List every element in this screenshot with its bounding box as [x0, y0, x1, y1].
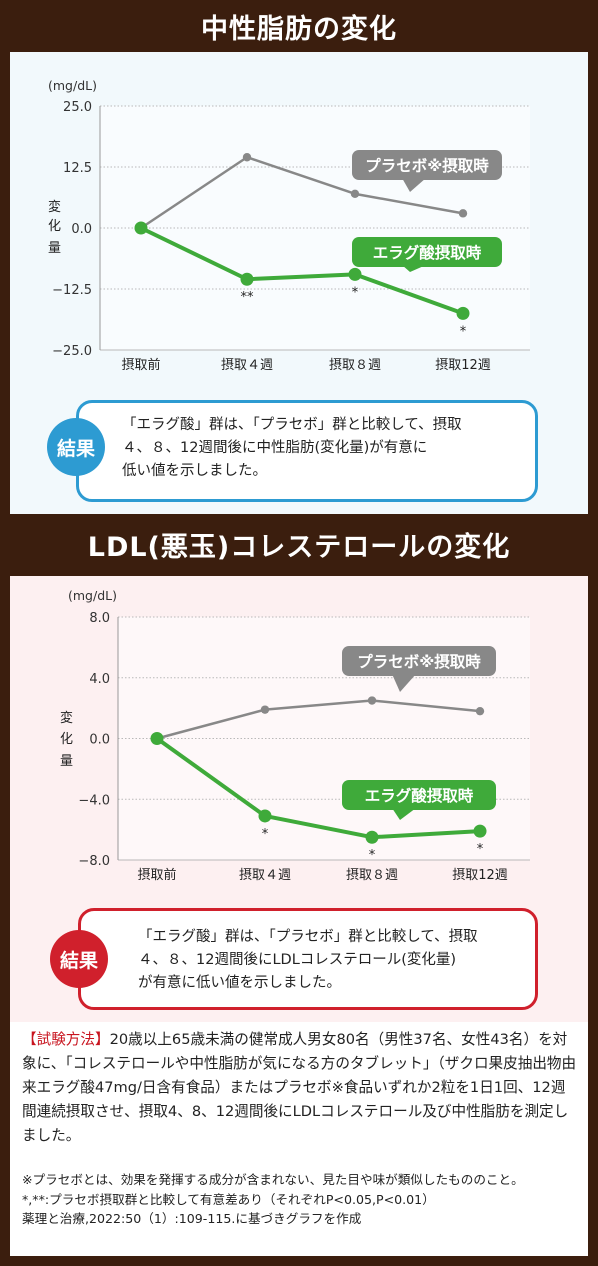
y-tick-label: 12.5 [63, 161, 92, 176]
placebo-callout-tail [402, 178, 426, 192]
x-tick-label: 摂取12週 [452, 867, 508, 883]
y-tick-label: −25.0 [52, 344, 92, 359]
test-method-text: 20歳以上65歳未満の健常成人男女80名（男性37名、女性43名）を対象に、「コ… [22, 1031, 577, 1144]
ldl-result-box [78, 908, 538, 1010]
placebo-point [242, 153, 252, 162]
ellagic-acid-point [150, 732, 164, 745]
placebo-callout [342, 646, 496, 676]
significance-mark: * [460, 324, 467, 339]
y-axis-label-char: 化 [48, 219, 61, 234]
y-tick-label: 4.0 [89, 672, 110, 687]
y-tick-label: 0.0 [89, 733, 110, 748]
ellagic-acid-legend-label: エラグ酸摂取時 [365, 786, 474, 805]
footnote: 薬理と治療,2022:50（1）:109-115.に基づきグラフを作成 [22, 1211, 362, 1226]
ldl-result-text: 「エラグ酸」群は、「プラセボ」群と比較して、摂取 ４、８、12週間後にLDLコレ… [138, 929, 478, 991]
ellagic-acid-point [456, 306, 470, 320]
x-tick-label: 摂取４週 [239, 867, 291, 883]
y-tick-label: 25.0 [63, 100, 92, 115]
x-tick-label: 摂取８週 [329, 357, 381, 373]
ellagic-acid-line [155, 736, 481, 840]
ellagic-acid-point [258, 809, 272, 823]
x-tick-label: 摂取12週 [435, 357, 491, 373]
y-axis-label-char: 化 [60, 732, 73, 747]
placebo-point [367, 696, 377, 705]
y-tick-label: 8.0 [89, 611, 110, 626]
test-method-tag: 【試験方法】 [22, 1031, 110, 1048]
x-tick-label: 摂取前 [137, 867, 176, 883]
footnotes: ※プラセボとは、効果を発揮する成分が含まれない、見た目や味が類似したもののこと。… [22, 1170, 582, 1229]
footnote: *,**:プラセボ摂取群と比較して有意差あり（それぞれP<0.05,P<0.01… [22, 1191, 435, 1207]
y-unit-label: (mg/dL) [68, 588, 117, 603]
triglyceride-result-text: 「エラグ酸」群は、「プラセボ」群と比較して、摂取 ４、８、12週間後に中性脂肪(… [122, 417, 462, 479]
test-method: 【試験方法】20歳以上65歳未満の健常成人男女80名（男性37名、女性43名）を… [22, 1028, 578, 1148]
significance-mark: * [262, 827, 269, 842]
x-tick-label: 摂取４週 [221, 357, 273, 373]
placebo-line [140, 155, 464, 230]
y-axis-label-char: 変 [60, 710, 73, 726]
result-badge: 結果 [47, 418, 105, 476]
placebo-callout [352, 150, 502, 180]
ellagic-acid-point [348, 267, 362, 281]
y-unit-label: (mg/dL) [48, 78, 97, 93]
placebo-point [458, 209, 468, 218]
placebo-callout-tail [392, 674, 416, 692]
y-tick-label: −4.0 [78, 793, 110, 808]
significance-mark: * [352, 285, 359, 300]
significance-mark: ** [241, 290, 255, 305]
triglyceride-result-box [76, 400, 538, 502]
ellagic-acid-point [473, 824, 487, 838]
ellagic-acid-point [365, 830, 379, 844]
x-tick-label: 摂取前 [121, 357, 160, 373]
y-axis-label-char: 量 [60, 754, 73, 769]
ellagic-acid-legend-label: エラグ酸摂取時 [373, 243, 482, 262]
ellagic-acid-point [240, 272, 254, 286]
y-tick-label: 0.0 [71, 222, 92, 237]
placebo-point [475, 706, 485, 716]
significance-mark: * [369, 848, 376, 863]
y-tick-label: −8.0 [78, 854, 110, 869]
y-axis-label-char: 変 [48, 199, 61, 215]
ellagic-acid-point [134, 221, 148, 235]
ellagic-acid-callout-tail [392, 808, 416, 820]
bottom-chart-title: LDL(悪玉)コレステロールの変化 [87, 531, 511, 563]
result-badge: 結果 [50, 930, 108, 988]
y-axis-label-char: 量 [48, 241, 61, 256]
significance-mark: * [477, 842, 484, 857]
placebo-line [156, 699, 481, 740]
x-tick-label: 摂取８週 [346, 867, 398, 883]
y-tick-label: −12.5 [52, 283, 92, 298]
placebo-point [260, 705, 270, 714]
placebo-point [350, 189, 360, 199]
footnote: ※プラセボとは、効果を発揮する成分が含まれない、見た目や味が類似したもののこと。 [22, 1172, 524, 1187]
placebo-legend-label: プラセボ※摂取時 [365, 156, 489, 175]
ellagic-acid-callout [352, 237, 502, 267]
ellagic-acid-line [140, 226, 464, 316]
ellagic-acid-callout [342, 780, 496, 810]
method-panel [10, 1022, 588, 1256]
placebo-legend-label: プラセボ※摂取時 [357, 652, 481, 671]
top-chart-title: 中性脂肪の変化 [201, 13, 397, 45]
